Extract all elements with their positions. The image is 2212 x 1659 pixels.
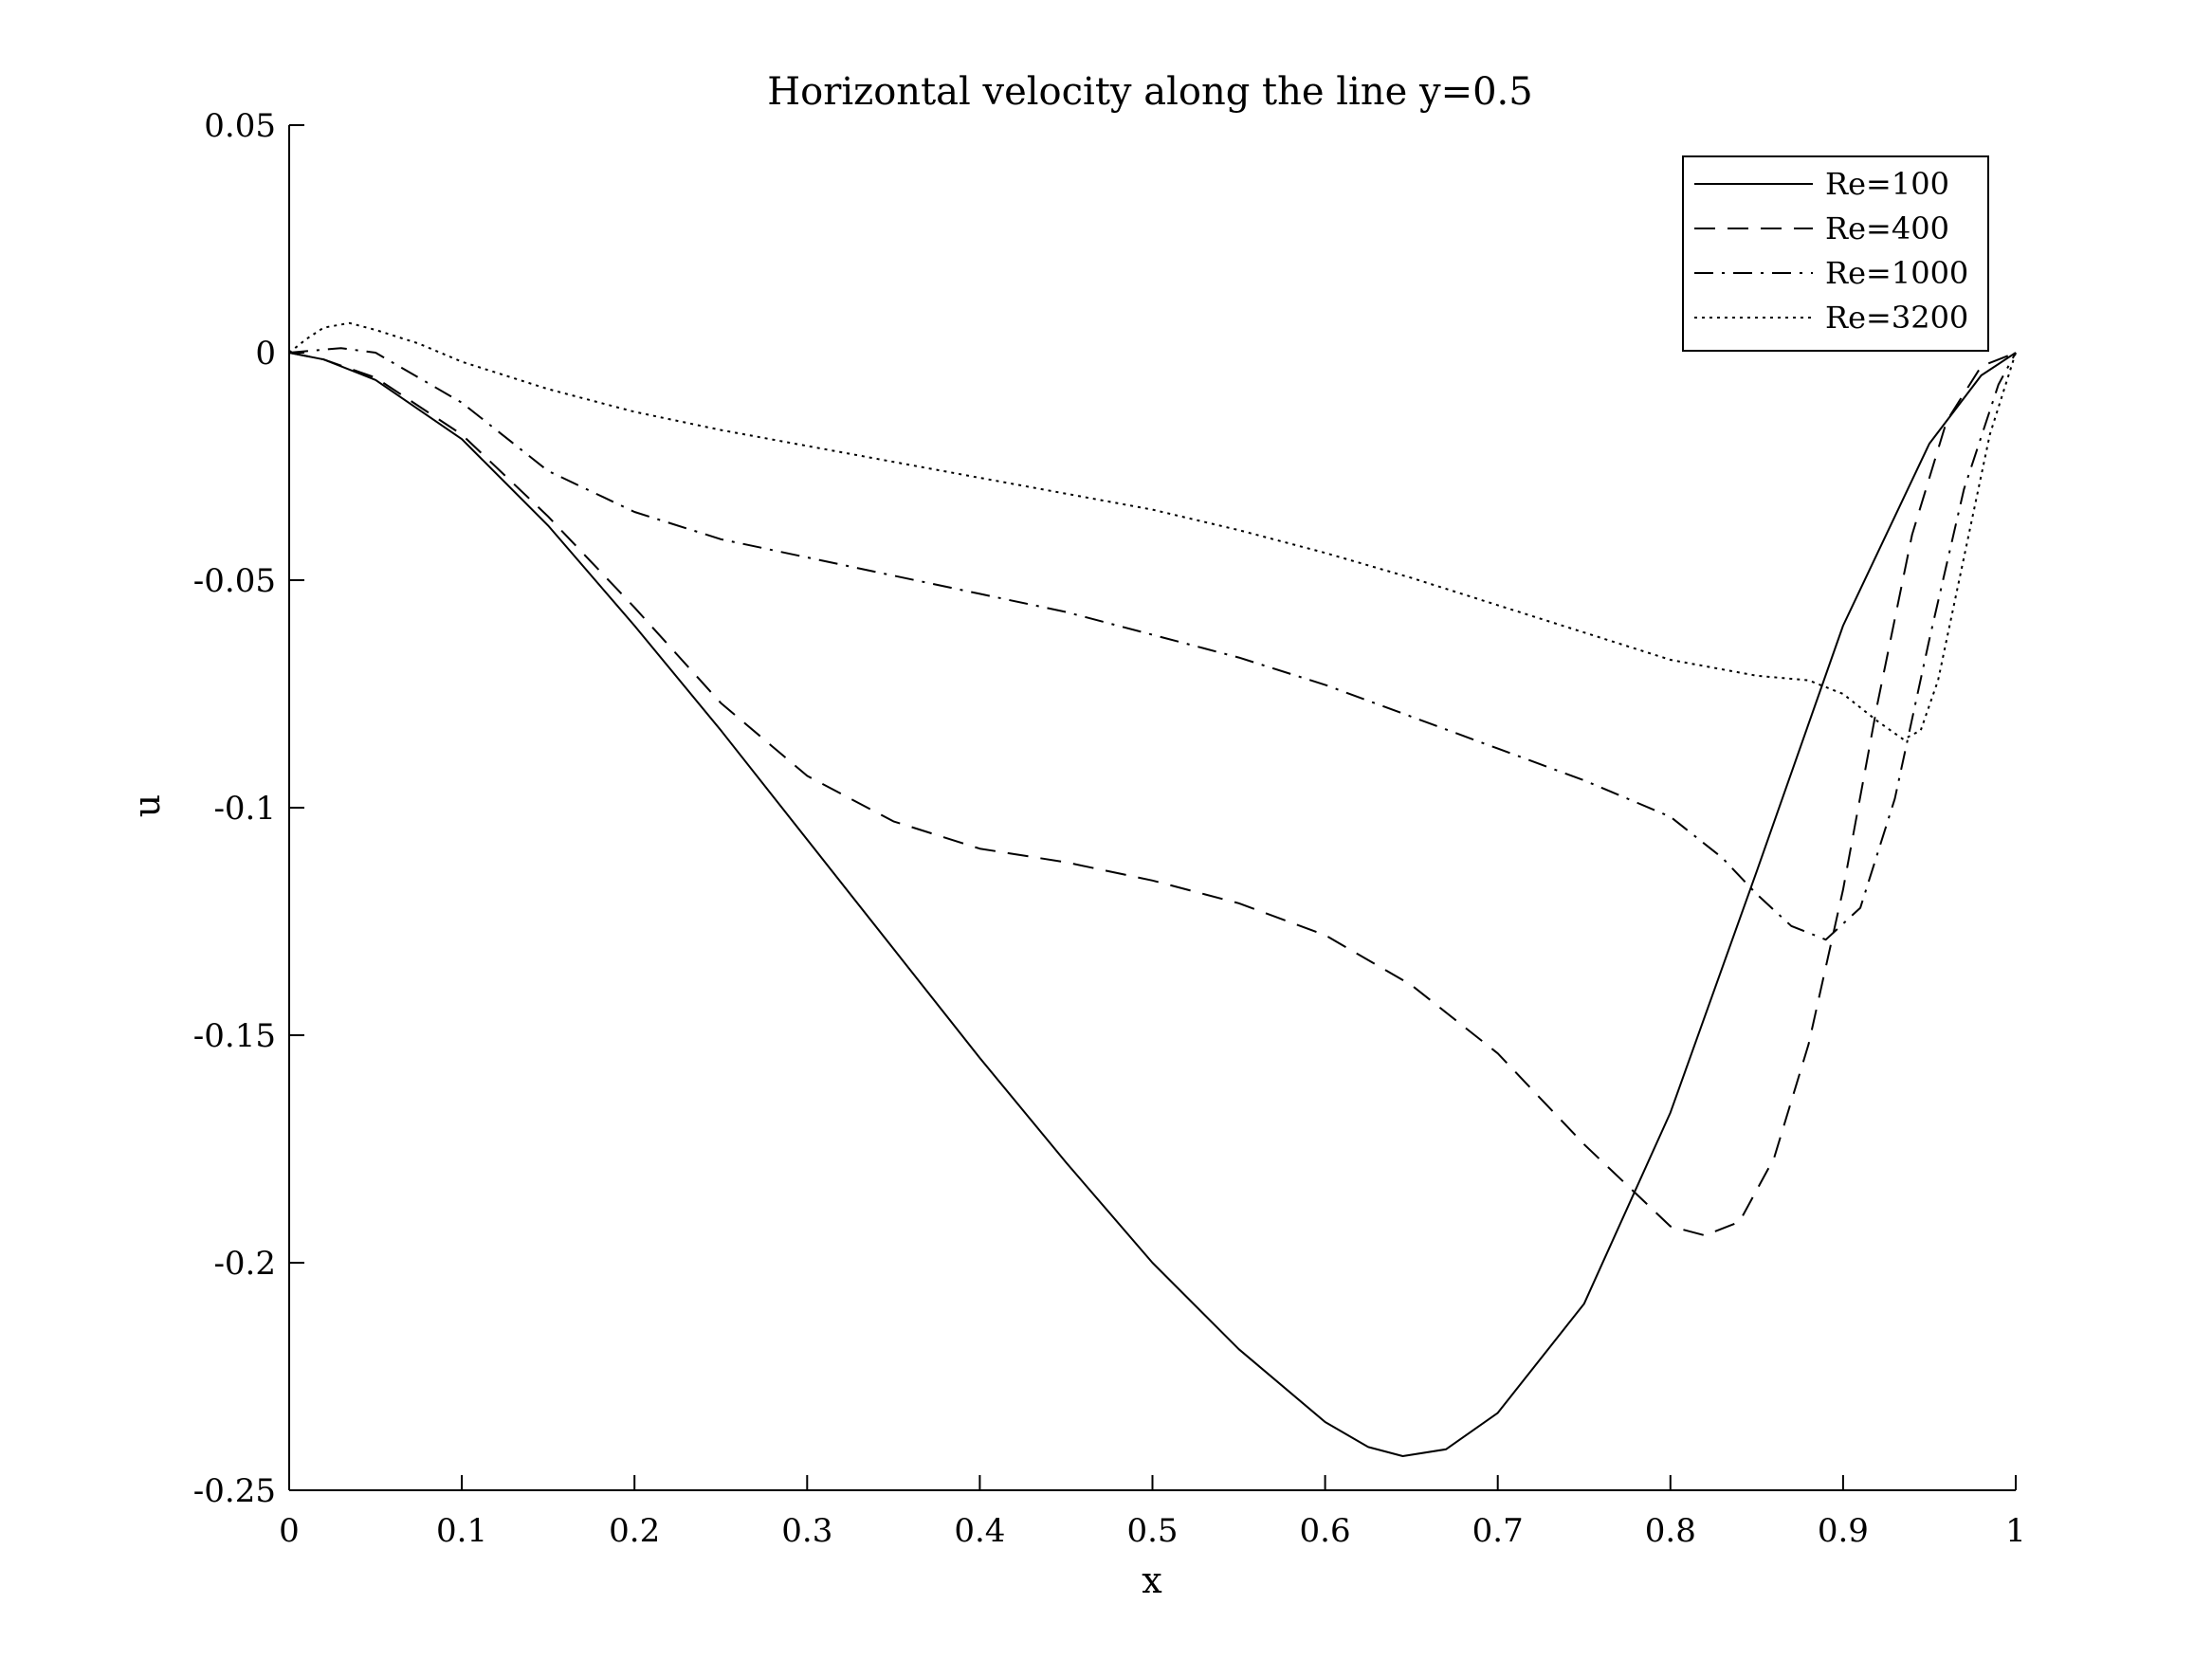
x-tick-label: 0.4 [954, 1512, 1005, 1550]
x-tick-label: 0.5 [1126, 1512, 1178, 1550]
y-tick-label: 0.05 [204, 107, 276, 145]
series-line-re-1000 [288, 347, 2017, 941]
legend: Re=100 Re=400 Re=1000 Re=3200 [1682, 155, 1989, 352]
x-axis-ticks: 0 0.1 0.2 0.3 0.4 0.5 0.6 0.7 0.8 0.9 1 [279, 1475, 2026, 1550]
x-tick-label: 0.3 [781, 1512, 832, 1550]
legend-label: Re=1000 [1825, 255, 1968, 291]
legend-label: Re=100 [1825, 166, 1949, 202]
y-tick-label: -0.2 [213, 1245, 276, 1283]
x-tick-label: 0.2 [609, 1512, 660, 1550]
x-tick-label: 0.1 [436, 1512, 487, 1550]
x-tick-label: 0.7 [1472, 1512, 1524, 1550]
y-tick-label: 0 [255, 335, 276, 373]
x-tick-label: 1 [2005, 1512, 2026, 1550]
y-tick-label: -0.25 [193, 1472, 276, 1510]
x-axis-label: x [1142, 1559, 1161, 1601]
x-tick-label: 0.6 [1300, 1512, 1351, 1550]
chart-title: Horizontal velocity along the line y=0.5 [767, 70, 1532, 114]
y-tick-label: -0.1 [213, 790, 276, 828]
legend-label: Re=3200 [1825, 300, 1968, 336]
y-axis-label: u [126, 794, 168, 817]
series-line-re-400 [288, 352, 2017, 1237]
series-layer [288, 321, 2017, 1457]
x-tick-label: 0.9 [1818, 1512, 1869, 1550]
x-tick-label: 0 [279, 1512, 300, 1550]
y-tick-label: -0.15 [193, 1017, 276, 1055]
y-axis-ticks: 0.05 0 -0.05 -0.1 -0.15 -0.2 -0.25 [193, 107, 304, 1510]
series-line-re-100 [288, 352, 2017, 1457]
x-tick-label: 0.8 [1645, 1512, 1696, 1550]
y-tick-label: -0.05 [193, 562, 276, 600]
legend-label: Re=400 [1825, 210, 1949, 246]
